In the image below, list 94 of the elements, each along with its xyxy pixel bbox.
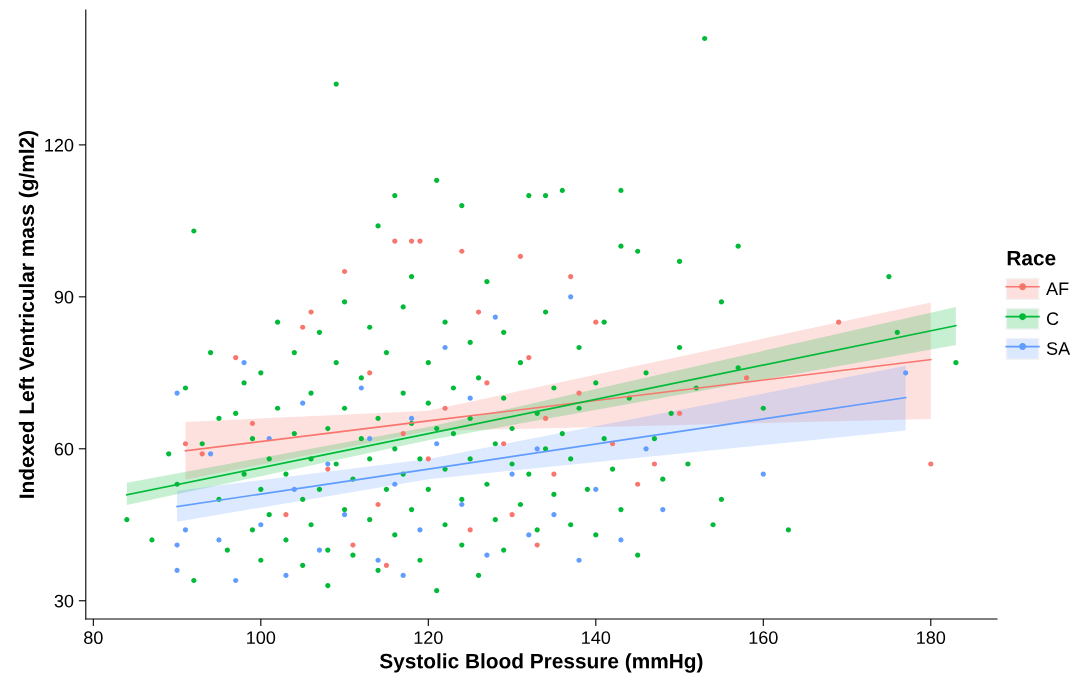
point [484, 552, 490, 558]
point [660, 506, 666, 513]
point [442, 344, 448, 351]
point [551, 471, 557, 477]
point [375, 557, 381, 563]
point [651, 461, 658, 467]
x-tick-label: 80 [84, 631, 103, 645]
point [392, 238, 398, 244]
point [526, 355, 532, 361]
legend-label: SA [1046, 342, 1071, 355]
point [576, 390, 582, 396]
point [593, 319, 599, 325]
point [367, 436, 373, 442]
x-tick-label: 140 [582, 631, 611, 645]
point [375, 501, 381, 508]
point [400, 572, 406, 579]
point [174, 567, 180, 573]
point [199, 451, 205, 457]
point [484, 380, 490, 386]
point [283, 512, 289, 518]
point [568, 294, 574, 300]
point [467, 395, 473, 401]
point [467, 527, 473, 533]
point [501, 441, 507, 447]
point [526, 532, 532, 538]
point [534, 542, 540, 548]
point [568, 273, 574, 280]
point [534, 446, 540, 452]
point [350, 542, 356, 548]
point [408, 415, 415, 421]
legend-title: Race [1007, 250, 1056, 266]
x-tick-label: 120 [414, 631, 443, 645]
point [551, 512, 557, 518]
point [408, 238, 415, 244]
point [233, 577, 239, 584]
legend-label: AF [1046, 282, 1069, 295]
point [635, 481, 641, 487]
y-tick-label: 120 [45, 138, 74, 152]
legend-label: C [1046, 312, 1059, 326]
point [434, 441, 440, 447]
point [517, 253, 524, 259]
point [576, 557, 582, 563]
point [308, 309, 314, 315]
point [760, 471, 766, 477]
point [425, 456, 431, 462]
point [341, 512, 348, 518]
point [174, 390, 180, 396]
x-tick-label: 100 [247, 631, 276, 645]
point [383, 562, 390, 568]
point [249, 420, 256, 427]
point [928, 461, 934, 467]
x-tick-label: 160 [749, 631, 778, 645]
point [207, 451, 214, 457]
point [182, 441, 189, 447]
point [325, 461, 331, 467]
y-tick-label: 60 [54, 442, 74, 456]
x-tick-label: 180 [917, 631, 946, 645]
point [542, 415, 549, 421]
point [593, 486, 599, 492]
point [182, 527, 189, 533]
point [475, 309, 482, 315]
point [392, 481, 398, 487]
point [459, 501, 465, 508]
point [676, 410, 683, 416]
point [300, 400, 306, 406]
y-axis-title: Indexed Left Ventricular mass (g/ml2) [18, 130, 39, 498]
point [325, 466, 331, 472]
point [618, 537, 624, 543]
point [417, 238, 423, 244]
point [509, 471, 515, 477]
point [316, 547, 323, 553]
point [367, 370, 373, 376]
point [233, 355, 239, 361]
point [417, 527, 423, 533]
point [358, 385, 364, 391]
point [903, 370, 909, 376]
point [643, 446, 649, 452]
point [300, 324, 306, 330]
point [836, 319, 842, 325]
point [459, 248, 465, 254]
y-tick-label: 90 [54, 290, 74, 304]
point [442, 405, 448, 411]
point [174, 542, 180, 548]
point [283, 572, 289, 579]
point [492, 314, 498, 320]
point [341, 268, 348, 275]
point [509, 512, 515, 518]
x-axis-title: Systolic Blood Pressure (mmHg) [379, 653, 703, 673]
point [241, 360, 247, 366]
point [743, 375, 750, 381]
point [216, 537, 222, 543]
point [400, 431, 406, 437]
y-tick-label: 30 [54, 594, 74, 608]
point [258, 522, 264, 528]
